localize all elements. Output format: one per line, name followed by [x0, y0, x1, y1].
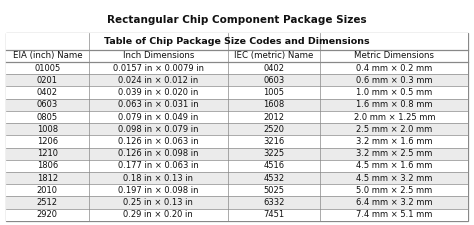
- Text: 6332: 6332: [264, 198, 285, 207]
- Bar: [6, 74, 468, 86]
- Bar: [6, 62, 468, 74]
- Text: 3216: 3216: [264, 137, 284, 146]
- Text: 1.6 mm × 0.8 mm: 1.6 mm × 0.8 mm: [356, 100, 433, 109]
- Text: 0.039 in × 0.020 in: 0.039 in × 0.020 in: [118, 88, 199, 97]
- Text: 1005: 1005: [264, 88, 284, 97]
- Text: 1210: 1210: [37, 149, 58, 158]
- Text: 0.079 in × 0.049 in: 0.079 in × 0.049 in: [118, 112, 199, 122]
- Text: 0805: 0805: [37, 112, 58, 122]
- Text: 1.0 mm × 0.5 mm: 1.0 mm × 0.5 mm: [356, 88, 432, 97]
- Text: Rectangular Chip Component Package Sizes: Rectangular Chip Component Package Sizes: [107, 15, 367, 25]
- Text: 0.024 in × 0.012 in: 0.024 in × 0.012 in: [118, 76, 199, 85]
- Bar: [6, 50, 468, 62]
- Text: 2012: 2012: [264, 112, 284, 122]
- Text: 4532: 4532: [264, 174, 284, 183]
- Bar: [6, 196, 468, 209]
- Text: 1206: 1206: [37, 137, 58, 146]
- Text: 0402: 0402: [264, 64, 284, 73]
- Text: 2.0 mm × 1.25 mm: 2.0 mm × 1.25 mm: [354, 112, 435, 122]
- Bar: [6, 123, 468, 135]
- Text: 7451: 7451: [264, 210, 284, 219]
- Bar: [6, 33, 468, 50]
- Text: 7.4 mm × 5.1 mm: 7.4 mm × 5.1 mm: [356, 210, 432, 219]
- Text: 0.29 in × 0.20 in: 0.29 in × 0.20 in: [124, 210, 193, 219]
- Bar: [6, 135, 468, 148]
- Text: IEC (metric) Name: IEC (metric) Name: [234, 51, 314, 60]
- Text: 0.18 in × 0.13 in: 0.18 in × 0.13 in: [123, 174, 193, 183]
- Text: 3225: 3225: [264, 149, 284, 158]
- Text: Inch Dimensions: Inch Dimensions: [123, 51, 194, 60]
- Text: Table of Chip Package Size Codes and Dimensions: Table of Chip Package Size Codes and Dim…: [104, 37, 370, 46]
- Text: 0.126 in × 0.063 in: 0.126 in × 0.063 in: [118, 137, 199, 146]
- Bar: [6, 209, 468, 221]
- Text: 5025: 5025: [264, 186, 284, 195]
- Text: 0.098 in × 0.079 in: 0.098 in × 0.079 in: [118, 125, 199, 134]
- Text: 3.2 mm × 1.6 mm: 3.2 mm × 1.6 mm: [356, 137, 433, 146]
- Bar: [6, 33, 468, 221]
- Text: 0402: 0402: [37, 88, 58, 97]
- Text: 2010: 2010: [37, 186, 58, 195]
- Text: 0.197 in × 0.098 in: 0.197 in × 0.098 in: [118, 186, 199, 195]
- Text: 0603: 0603: [264, 76, 284, 85]
- Text: 01005: 01005: [34, 64, 61, 73]
- Text: 2.5 mm × 2.0 mm: 2.5 mm × 2.0 mm: [356, 125, 432, 134]
- Bar: [6, 172, 468, 184]
- Bar: [6, 160, 468, 172]
- Text: 0.177 in × 0.063 in: 0.177 in × 0.063 in: [118, 161, 199, 170]
- Text: 0.4 mm × 0.2 mm: 0.4 mm × 0.2 mm: [356, 64, 432, 73]
- Text: 4.5 mm × 3.2 mm: 4.5 mm × 3.2 mm: [356, 174, 432, 183]
- Text: 0.25 in × 0.13 in: 0.25 in × 0.13 in: [123, 198, 193, 207]
- Text: 0.0157 in × 0.0079 in: 0.0157 in × 0.0079 in: [113, 64, 204, 73]
- Text: EIA (inch) Name: EIA (inch) Name: [12, 51, 82, 60]
- Text: 0.126 in × 0.098 in: 0.126 in × 0.098 in: [118, 149, 199, 158]
- Text: 1008: 1008: [37, 125, 58, 134]
- Text: 0.6 mm × 0.3 mm: 0.6 mm × 0.3 mm: [356, 76, 433, 85]
- Text: 0603: 0603: [36, 100, 58, 109]
- Bar: [6, 148, 468, 160]
- Bar: [6, 111, 468, 123]
- Text: 2920: 2920: [37, 210, 58, 219]
- Bar: [6, 99, 468, 111]
- Bar: [6, 184, 468, 196]
- Text: 6.4 mm × 3.2 mm: 6.4 mm × 3.2 mm: [356, 198, 433, 207]
- Text: 1608: 1608: [264, 100, 284, 109]
- Text: 2512: 2512: [37, 198, 58, 207]
- Text: Metric Dimensions: Metric Dimensions: [354, 51, 434, 60]
- Text: 5.0 mm × 2.5 mm: 5.0 mm × 2.5 mm: [356, 186, 432, 195]
- Text: 4516: 4516: [264, 161, 284, 170]
- Text: 0201: 0201: [37, 76, 58, 85]
- Text: 3.2 mm × 2.5 mm: 3.2 mm × 2.5 mm: [356, 149, 432, 158]
- Bar: [6, 86, 468, 99]
- Text: 4.5 mm × 1.6 mm: 4.5 mm × 1.6 mm: [356, 161, 432, 170]
- Text: 0.063 in × 0.031 in: 0.063 in × 0.031 in: [118, 100, 199, 109]
- Text: 1812: 1812: [37, 174, 58, 183]
- Text: 1806: 1806: [36, 161, 58, 170]
- Text: 2520: 2520: [264, 125, 284, 134]
